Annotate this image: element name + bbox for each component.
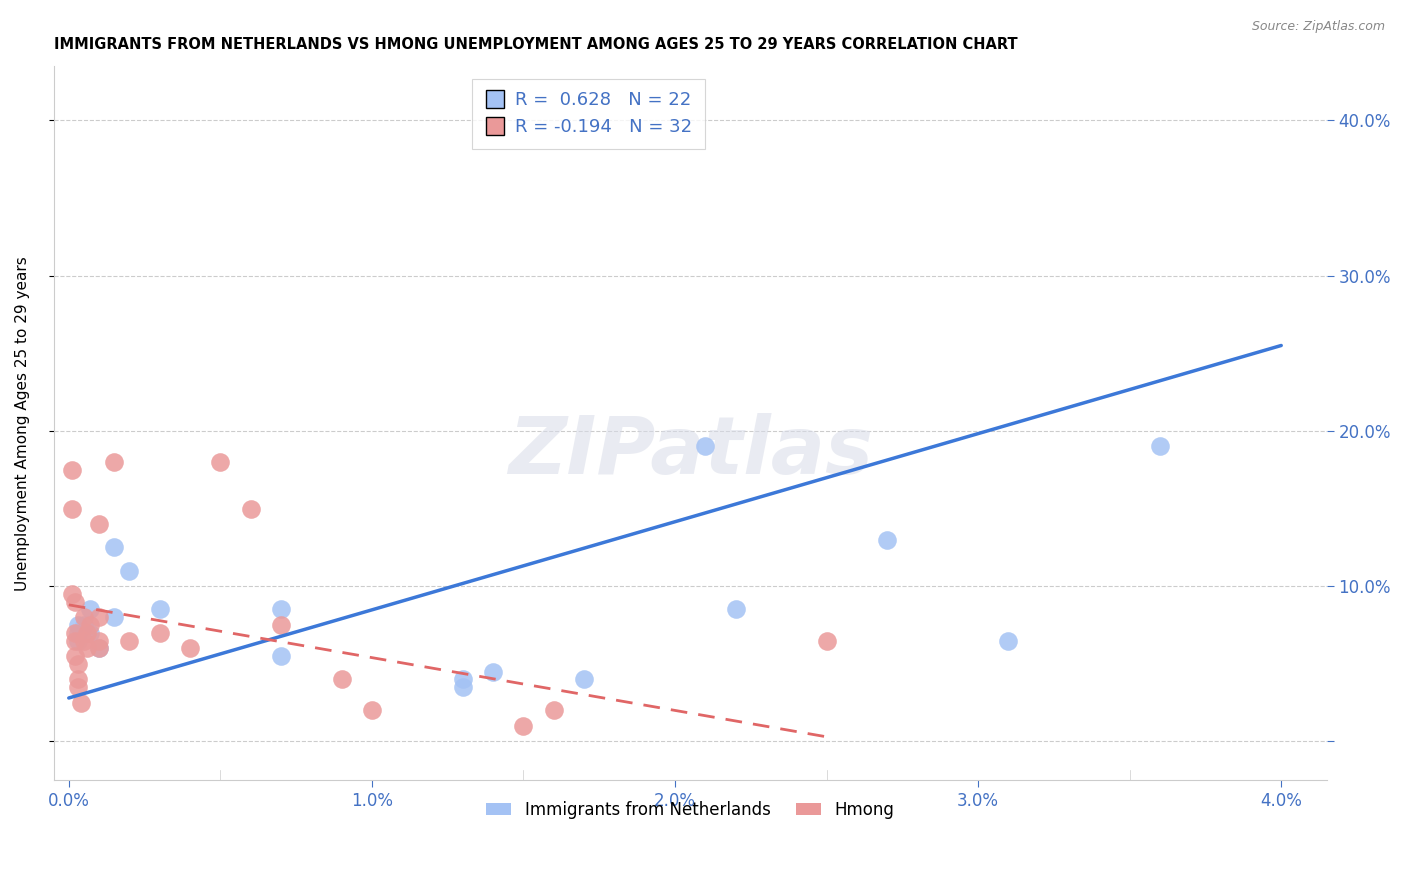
Point <box>270 618 292 632</box>
Point <box>63 633 86 648</box>
Point <box>66 673 89 687</box>
Point <box>70 696 93 710</box>
Point <box>815 633 838 648</box>
Point <box>87 610 110 624</box>
Point <box>330 673 353 687</box>
Text: ZIPatlas: ZIPatlas <box>508 413 873 491</box>
Point <box>63 595 86 609</box>
Point <box>118 564 141 578</box>
Point <box>66 618 89 632</box>
Text: Source: ZipAtlas.com: Source: ZipAtlas.com <box>1251 20 1385 33</box>
Point <box>451 673 474 687</box>
Point <box>66 657 89 671</box>
Point <box>451 680 474 694</box>
Point <box>179 641 201 656</box>
Point <box>76 625 98 640</box>
Point <box>73 618 96 632</box>
Point <box>209 455 232 469</box>
Point <box>270 649 292 664</box>
Point <box>103 455 125 469</box>
Point <box>360 703 382 717</box>
Point <box>149 625 172 640</box>
Point <box>1149 439 1171 453</box>
Y-axis label: Unemployment Among Ages 25 to 29 years: Unemployment Among Ages 25 to 29 years <box>15 256 30 591</box>
Point <box>79 625 101 640</box>
Point <box>87 517 110 532</box>
Point <box>997 633 1019 648</box>
Point <box>572 673 595 687</box>
Point <box>512 719 534 733</box>
Point <box>60 587 83 601</box>
Point <box>73 610 96 624</box>
Point <box>60 501 83 516</box>
Point <box>66 680 89 694</box>
Point <box>103 610 125 624</box>
Point <box>79 618 101 632</box>
Point <box>482 665 505 679</box>
Point <box>60 463 83 477</box>
Point <box>79 602 101 616</box>
Point <box>695 439 717 453</box>
Point <box>76 641 98 656</box>
Point <box>63 649 86 664</box>
Point <box>66 633 89 648</box>
Point <box>103 541 125 555</box>
Point <box>87 641 110 656</box>
Point <box>73 633 96 648</box>
Point <box>87 641 110 656</box>
Point <box>876 533 898 547</box>
Point <box>239 501 262 516</box>
Point <box>724 602 747 616</box>
Point <box>270 602 292 616</box>
Point <box>63 625 86 640</box>
Point <box>543 703 565 717</box>
Point <box>66 625 89 640</box>
Point <box>149 602 172 616</box>
Legend: Immigrants from Netherlands, Hmong: Immigrants from Netherlands, Hmong <box>479 794 900 825</box>
Point <box>87 633 110 648</box>
Point <box>118 633 141 648</box>
Text: IMMIGRANTS FROM NETHERLANDS VS HMONG UNEMPLOYMENT AMONG AGES 25 TO 29 YEARS CORR: IMMIGRANTS FROM NETHERLANDS VS HMONG UNE… <box>53 37 1017 53</box>
